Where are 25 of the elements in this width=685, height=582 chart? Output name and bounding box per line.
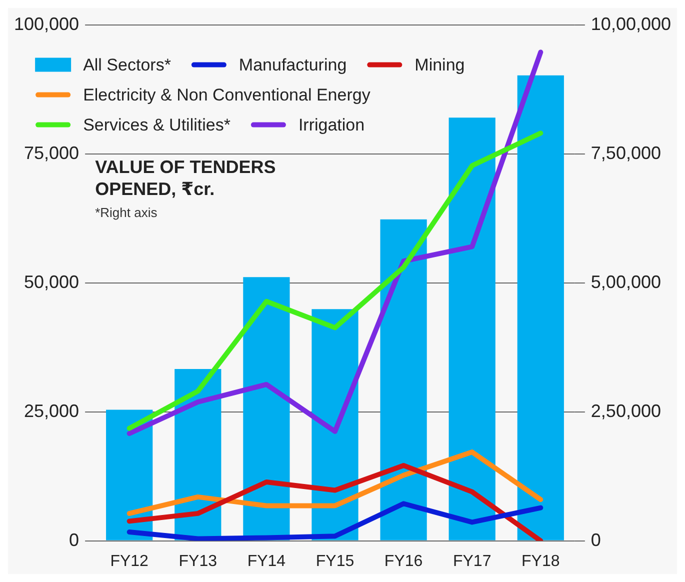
y-tick-label: 25,000 [24,400,80,421]
legend-label: Services & Utilities* [83,115,231,134]
legend-label: Irrigation [298,115,365,134]
x-tick-label: FY17 [452,552,492,570]
y2-tick-label: 7,50,000 [590,142,661,163]
x-tick-label: FY12 [110,552,149,570]
x-tick-label: FY14 [247,552,286,570]
y2-tick-label: 2,50,000 [590,400,661,421]
x-tick-label: FY18 [522,552,560,570]
y-tick-label: 100,000 [14,14,80,34]
x-tick-label: FY13 [178,552,218,570]
annotation: *Right axis [95,204,158,220]
x-tick-label: FY15 [316,552,354,570]
legend-label: Electricity & Non Conventional Energy [83,85,371,104]
legend-label: Mining [414,55,465,74]
legend-label: All Sectors* [83,55,172,74]
y2-tick-label: 10,00,000 [590,14,671,34]
y2-tick-label: 5,00,000 [590,272,661,292]
legend-label: Manufacturing [238,55,347,74]
x-tick-label: FY16 [384,552,423,570]
y-tick-label: 50,000 [24,272,80,292]
y2-tick-label: 0 [590,530,601,550]
y-tick-label: 0 [69,530,80,550]
y-tick-label: 75,000 [24,142,80,163]
text: VALUE OF TENDERS OPENED, ₹cr. [95,156,276,199]
